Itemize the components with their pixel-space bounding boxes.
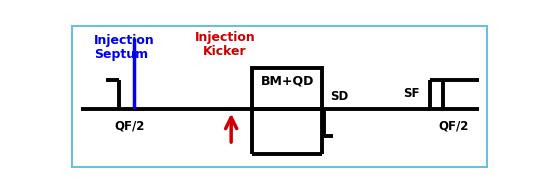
Bar (252, 68, 322, 109)
Text: SD: SD (331, 90, 349, 103)
Text: Injection
Septum: Injection Septum (94, 34, 155, 61)
Text: BM+QD: BM+QD (260, 75, 314, 88)
Text: QF/2: QF/2 (438, 120, 469, 133)
Text: QF/2: QF/2 (115, 120, 145, 133)
Text: SF: SF (403, 87, 419, 100)
Text: Injection
Kicker: Injection Kicker (194, 30, 255, 58)
